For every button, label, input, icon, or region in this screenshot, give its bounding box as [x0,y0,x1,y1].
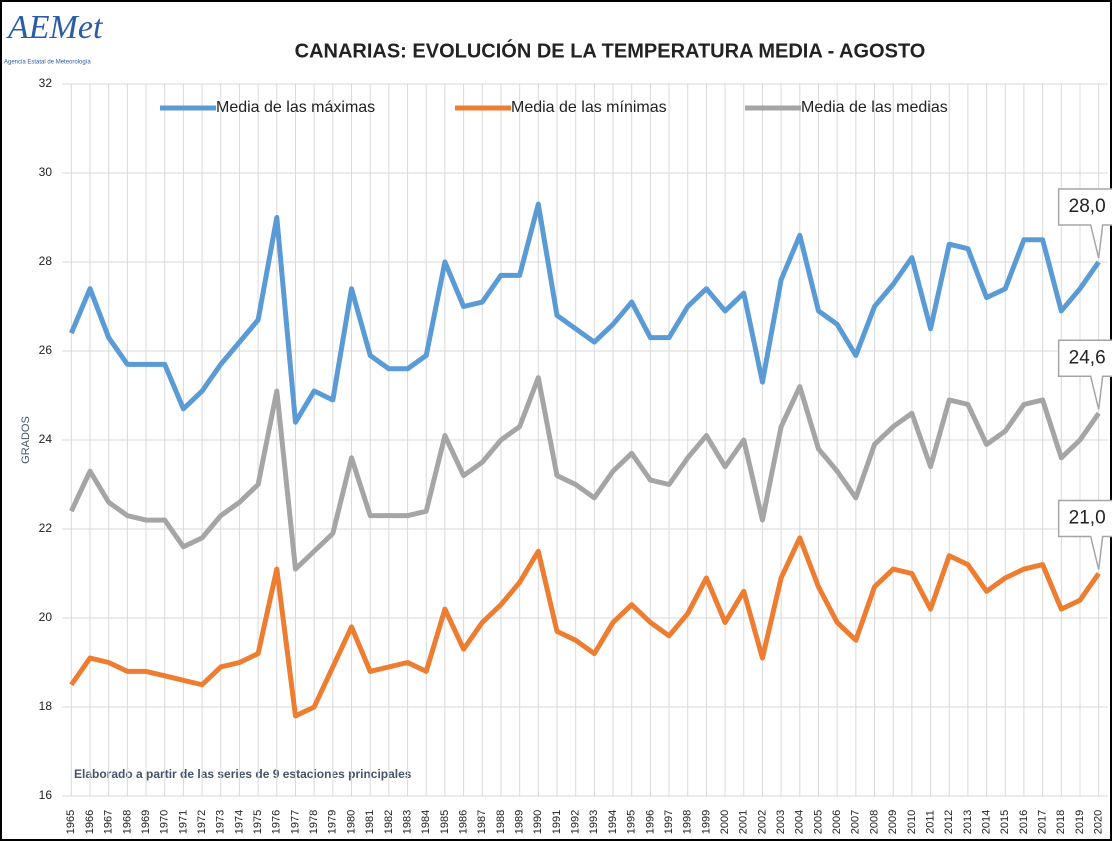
x-tick-label: 2019 [1074,810,1086,834]
x-tick-label: 2002 [756,810,768,834]
x-tick-label: 2011 [924,810,936,834]
x-tick-label: 1967 [103,810,115,834]
x-tick-label: 1993 [588,810,600,834]
y-tick-label: 22 [39,521,53,535]
x-tick-label: 2016 [1018,810,1030,834]
y-axis-label: GRADOS [20,416,32,464]
callout-box [1057,188,1112,259]
x-tick-label: 1984 [420,810,432,834]
x-tick-label: 2017 [1037,810,1049,834]
x-tick-label: 1982 [383,810,395,834]
x-tick-label: 2014 [980,810,992,834]
x-tick-label: 2015 [999,810,1011,834]
x-tick-label: 1994 [607,810,619,834]
x-tick-label: 2012 [943,810,955,834]
x-tick-label: 1980 [345,810,357,834]
x-tick-label: 2003 [775,810,787,834]
x-tick-label: 2010 [906,810,918,834]
x-tick-label: 2006 [831,810,843,834]
x-tick-label: 1989 [514,810,526,834]
callout-box [1057,499,1112,570]
x-tick-label: 1966 [84,810,96,834]
x-tick-label: 1965 [65,810,77,834]
x-tick-label: 1978 [308,810,320,834]
x-tick-label: 1990 [532,810,544,834]
data-label: 21,0 [1069,508,1106,529]
series-line [69,201,1101,425]
x-tick-label: 1985 [439,810,451,834]
y-tick-label: 16 [39,788,53,802]
x-tick-label: 1983 [401,810,413,834]
x-tick-label: 1997 [663,810,675,834]
x-tick-label: 1995 [626,810,638,834]
y-tick-label: 26 [39,343,53,357]
x-tick-label: 1996 [644,810,656,834]
logo: AEMet [6,9,104,46]
x-tick-label: 1991 [551,810,563,834]
y-tick-label: 32 [39,76,53,90]
x-tick-label: 1976 [271,810,283,834]
data-label: 24,6 [1069,347,1106,368]
series-line [69,535,1101,719]
x-tick-label: 1973 [215,810,227,834]
x-tick-label: 2009 [887,810,899,834]
callout-box [1057,339,1112,410]
x-tick-label: 1972 [196,810,208,834]
y-tick-label: 18 [39,699,53,713]
x-tick-label: 2001 [738,810,750,834]
legend-label: Media de las medias [801,99,948,116]
x-tick-label: 1986 [457,810,469,834]
x-tick-label: 1977 [289,810,301,834]
y-tick-label: 24 [39,432,53,446]
x-tick-label: 1968 [121,810,133,834]
y-tick-label: 20 [39,610,53,624]
x-tick-label: 2013 [962,810,974,834]
x-tick-label: 2008 [868,810,880,834]
legend-label: Media de las máximas [216,99,375,116]
x-tick-label: 2005 [812,810,824,834]
x-tick-label: 2020 [1093,810,1105,834]
x-tick-label: 1999 [700,810,712,834]
x-tick-label: 1979 [327,810,339,834]
x-tick-label: 1981 [364,810,376,834]
y-tick-label: 28 [39,254,53,268]
x-tick-label: 2007 [850,810,862,834]
x-tick-label: 1992 [570,810,582,834]
x-tick-label: 2004 [794,810,806,834]
x-tick-label: 2000 [719,810,731,834]
x-tick-label: 1988 [495,810,507,834]
x-tick-label: 1970 [159,810,171,834]
series-line [69,375,1101,572]
note: Elaborado a partir de las series de 9 es… [74,767,412,781]
x-tick-label: 1998 [682,810,694,834]
logo-subtitle: Agencia Estatal de Meteorología [4,60,91,66]
data-label: 28,0 [1069,196,1106,217]
x-tick-label: 1971 [177,810,189,834]
legend-label: Media de las mínimas [511,99,667,116]
chart-title: CANARIAS: EVOLUCIÓN DE LA TEMPERATURA ME… [295,38,926,62]
x-tick-label: 1987 [476,810,488,834]
x-tick-label: 1974 [233,810,245,834]
x-tick-label: 2018 [1055,810,1067,834]
y-tick-label: 30 [39,165,53,179]
x-tick-label: 1969 [140,810,152,834]
x-tick-label: 1975 [252,810,264,834]
